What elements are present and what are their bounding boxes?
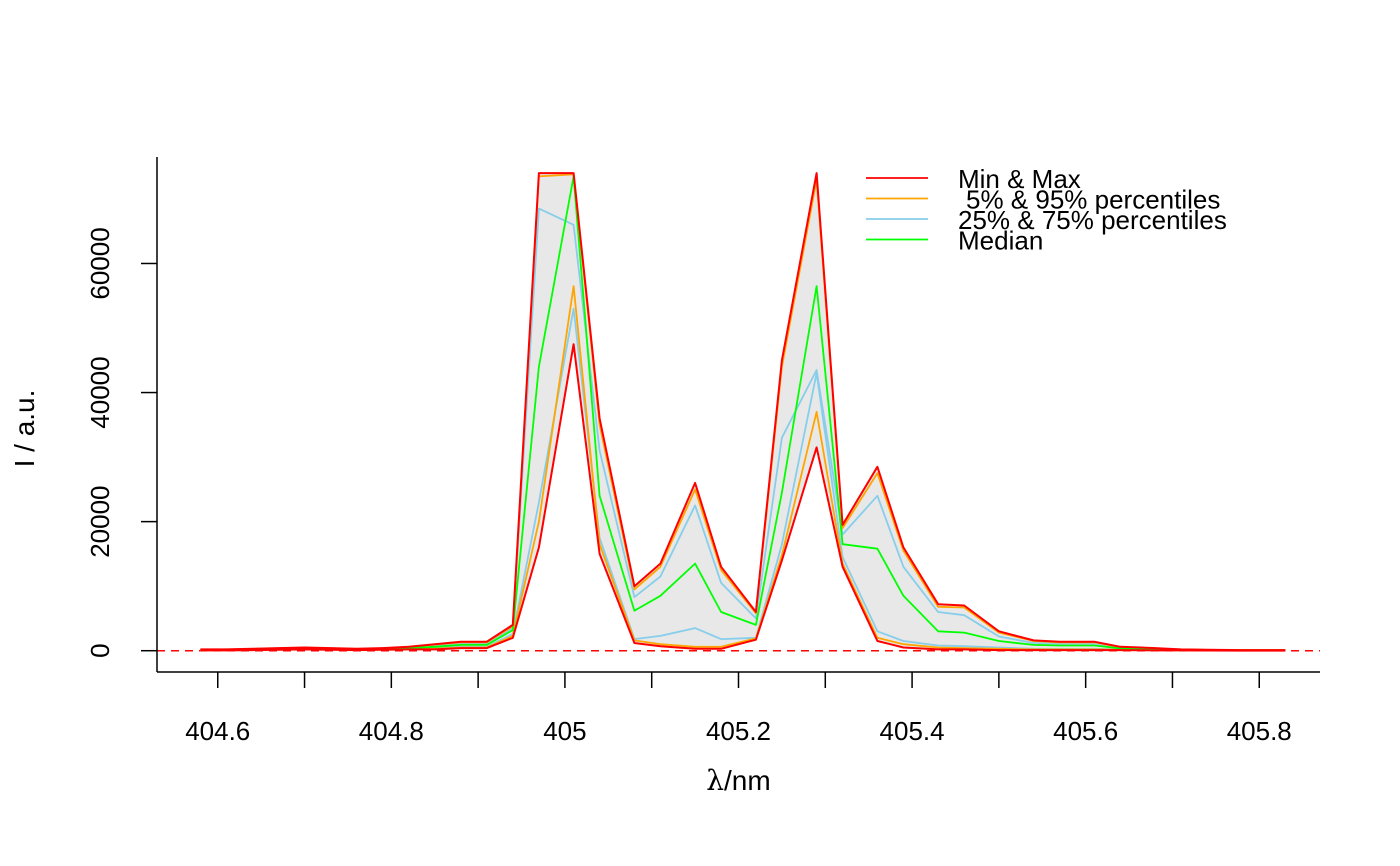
y-ticks: 0 20000 40000 60000 [85,227,157,658]
range-band [200,173,1286,651]
y-tick-label: 60000 [85,227,115,299]
x-tick-label: 405.4 [880,716,945,746]
series-line-median [200,175,1286,652]
series-line-75pct [200,207,1286,652]
x-tick-label: 405.2 [706,716,771,746]
x-tick-label: 405 [543,716,586,746]
x-axis-title: λ/nm [706,764,770,797]
x-axis-unit: /nm [724,765,771,796]
y-tick-label: 40000 [85,356,115,428]
x-ticks: 404.6 404.8 405 405.2 405.4 405.6 405.8 [185,672,1292,746]
series-line-max [200,172,1286,652]
legend-label: Min & Max [958,164,1081,194]
x-tick-label: 405.6 [1053,716,1118,746]
legend-label: Median [958,226,1043,256]
series-line-min [200,343,1286,652]
series-line-95pct [200,173,1286,651]
series-lines [200,172,1286,652]
y-tick-label: 20000 [85,485,115,557]
x-axis-symbol: λ [706,764,724,797]
x-tick-label: 404.8 [359,716,424,746]
x-tick-label: 404.6 [185,716,250,746]
legend-label: 5% & 95% percentiles [966,185,1220,215]
min-max-band [200,173,1286,651]
legend-label: 25% & 75% percentiles [958,205,1227,235]
y-axis-title: I / a.u. [9,390,40,468]
x-tick-label: 405.8 [1227,716,1292,746]
y-tick-label: 0 [85,643,115,657]
